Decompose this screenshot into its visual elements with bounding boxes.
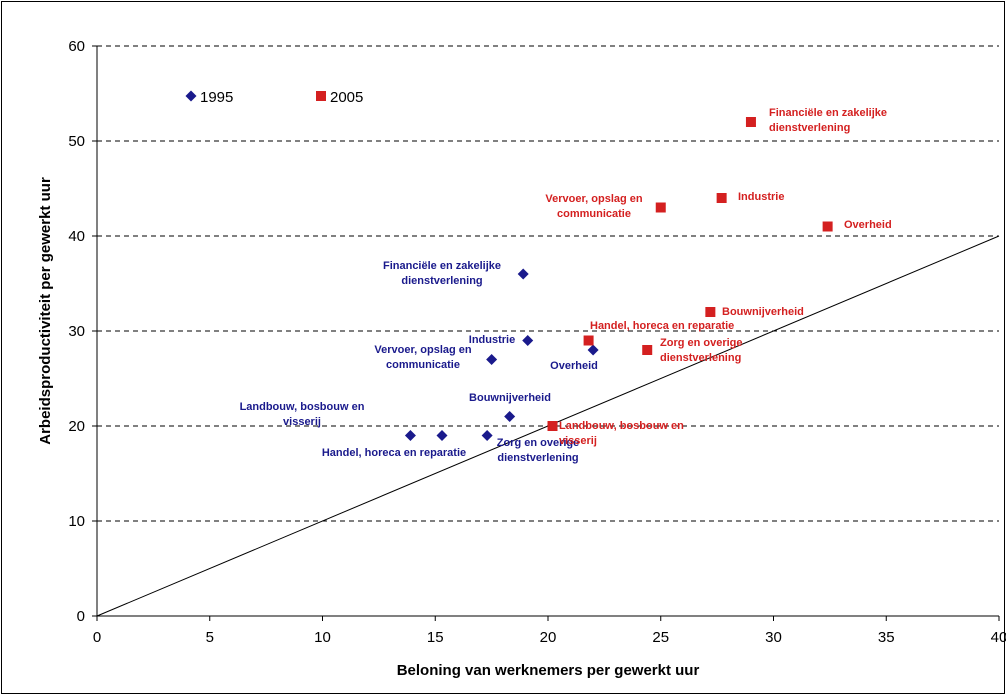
point-labels: Landbouw, bosbouw en visserij Handel, hore… [240, 107, 892, 464]
data-point-2005 [547, 421, 558, 431]
data-point-1995 [504, 411, 516, 422]
point-label: Financiële en zakelijke dienstverlening [383, 260, 501, 287]
legend-marker-1995 [185, 90, 197, 102]
y-tick-label: 20 [68, 418, 85, 435]
data-point-1995 [517, 268, 529, 280]
legend-label-2005: 2005 [330, 89, 363, 106]
x-axis-title: Beloning van werknemers per gewerkt uur [397, 662, 700, 679]
point-label: Industrie [738, 191, 784, 203]
point-label: Bouwnijverheid [469, 392, 551, 404]
x-tick-label: 20 [540, 629, 557, 646]
data-point-1995 [481, 430, 493, 441]
y-tick-label: 40 [68, 228, 85, 245]
point-label: Landbouw, bosbouw en visserij [559, 420, 684, 447]
y-axis-title: Arbeidsproductiviteit per gewerkt uur [37, 177, 54, 445]
y-tick-label: 50 [68, 133, 85, 150]
y-tick-label: 60 [68, 38, 85, 55]
data-point-2005 [822, 221, 833, 232]
data-point-2005 [655, 202, 666, 213]
point-label: Financiële en zakelijke dienstverlening [769, 107, 887, 134]
point-label: Handel, horeca en reparatie [590, 320, 734, 332]
data-point-1995 [587, 344, 599, 356]
y-tick-label: 10 [68, 513, 85, 530]
x-tick-label: 15 [427, 629, 444, 646]
data-point-2005 [705, 307, 716, 317]
data-point-1995 [486, 354, 498, 365]
x-tick-label: 35 [878, 629, 895, 646]
x-tick-label: 5 [206, 629, 214, 646]
point-label: Bouwnijverheid [722, 306, 804, 318]
x-tick-label: 40 [991, 629, 1006, 646]
axes: 0 10 20 30 40 50 60 0 5 10 15 20 25 30 35 40 [68, 38, 1006, 646]
point-label: Landbouw, bosbouw en visserij [240, 401, 365, 428]
x-tick-label: 10 [314, 629, 331, 646]
point-label: Zorg en overige dienstverlening [497, 437, 580, 464]
data-marks [404, 117, 833, 441]
data-point-2005 [745, 117, 756, 127]
x-tick-label: 0 [93, 629, 101, 646]
y-tick-label: 30 [68, 323, 85, 340]
x-tick-label: 25 [652, 629, 669, 646]
point-label: Vervoer, opslag en communicatie [545, 193, 642, 220]
point-label: Overheid [844, 219, 892, 231]
data-point-1995 [436, 430, 448, 441]
point-label: Zorg en overige dienstverlening [660, 337, 743, 364]
data-point-1995 [522, 335, 534, 346]
point-label: Handel, horeca en reparatie [322, 447, 466, 459]
point-label: Overheid [550, 360, 598, 372]
data-point-2005 [583, 335, 594, 346]
legend-marker-2005 [316, 91, 326, 101]
data-point-1995 [404, 430, 416, 441]
x-tick-label: 30 [765, 629, 782, 646]
y-tick-label: 0 [77, 608, 85, 625]
data-point-2005 [716, 193, 727, 203]
data-point-2005 [642, 345, 653, 355]
legend: 1995 2005 [185, 89, 363, 106]
point-label: Vervoer, opslag en communicatie [374, 344, 471, 371]
legend-label-1995: 1995 [200, 89, 233, 106]
point-label: Industrie [469, 334, 515, 346]
